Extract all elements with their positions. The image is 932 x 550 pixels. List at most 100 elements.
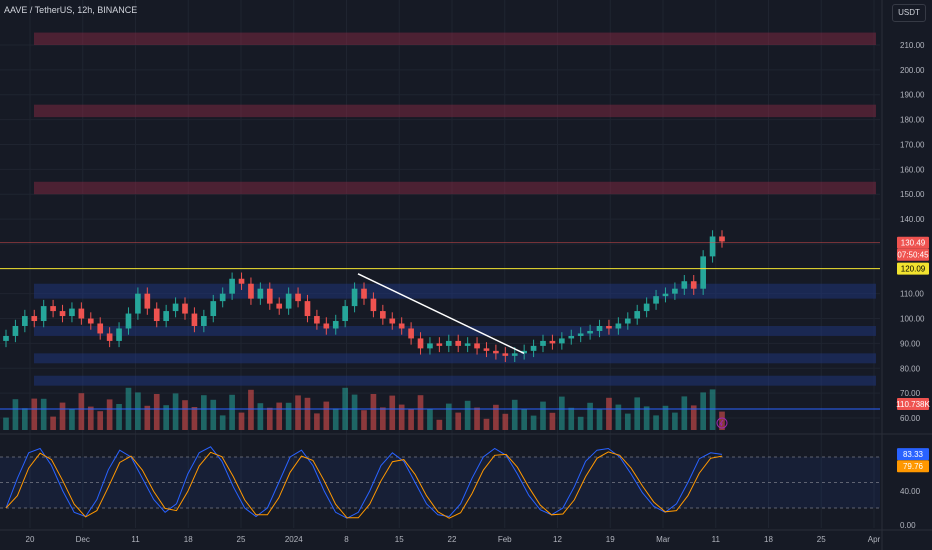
volume-bar (182, 400, 188, 430)
candle-body (408, 328, 414, 339)
volume-bar (436, 419, 443, 430)
candle-body (266, 288, 273, 304)
time-tick-label: Feb (498, 535, 512, 544)
candle-body (596, 325, 603, 331)
candle-body (577, 333, 584, 336)
candle-body (323, 323, 330, 329)
candle-body (709, 236, 716, 257)
volume-bar (3, 417, 9, 430)
volume-bar (483, 418, 490, 430)
candle-body (59, 311, 66, 317)
volume-bar (31, 398, 38, 430)
volume-bar (219, 415, 226, 430)
candle-body (436, 343, 443, 346)
candle-body (445, 340, 452, 346)
volume-bar (238, 412, 245, 430)
volume-bar (700, 392, 706, 430)
currency-button[interactable]: USDT (892, 4, 926, 22)
candle-body (662, 293, 669, 297)
support-zone (34, 375, 876, 386)
resistance-zone (34, 104, 876, 118)
candle-body (502, 353, 509, 356)
candle-body (568, 335, 575, 339)
volume-bar (276, 402, 283, 430)
volume-bar (540, 401, 546, 430)
candle-body (653, 296, 659, 304)
oscillator-tick-label: 40.00 (900, 487, 921, 496)
volume-bar (285, 402, 292, 430)
chart-overlays (0, 242, 880, 429)
candle-body (559, 338, 565, 344)
candle-body (257, 288, 264, 299)
candle-body (78, 308, 85, 319)
support-zone (34, 353, 876, 364)
oscillator-tick-label: 0.00 (900, 521, 916, 530)
candle-body (182, 303, 188, 314)
lightning-icon (716, 417, 728, 429)
candle-body (12, 325, 19, 336)
candle-body (380, 311, 386, 319)
symbol-legend[interactable]: AAVE / TetherUS, 12h, BINANCE (4, 5, 138, 15)
volume-bar (248, 389, 254, 430)
volume-tag: 110.738K (896, 400, 930, 409)
candle-body (144, 293, 151, 309)
candle-body (40, 306, 47, 322)
countdown-tag: 07:50:45 (897, 251, 929, 260)
volume-bar (257, 403, 264, 430)
candle-body (116, 328, 122, 341)
volume-bar (361, 410, 367, 430)
candle-body (201, 316, 207, 326)
candle-body (295, 293, 301, 302)
candle-body (69, 308, 75, 317)
stoch-k-tag: 83.33 (903, 450, 924, 459)
volume-bar (662, 405, 669, 430)
volume-bar (709, 389, 716, 430)
volume-bar (577, 416, 584, 430)
candle-body (672, 288, 678, 294)
volume-bar (22, 408, 28, 430)
volume-bar (380, 407, 386, 430)
price-tick-label: 210.00 (900, 41, 925, 50)
volume-bar (116, 404, 122, 430)
volume-bar (210, 399, 217, 430)
candle-body (455, 340, 462, 346)
candle-body (210, 301, 217, 317)
volume-bar (445, 403, 452, 430)
candle-body (125, 313, 132, 329)
candle-body (521, 350, 527, 354)
time-axis[interactable]: 20 Dec 11 18 25 2024 8 15 22 Feb 12 19 Mar 11 18 25 Apr (0, 529, 932, 544)
candle-body (351, 288, 358, 307)
volume-bar (87, 406, 94, 430)
volume-bars (3, 387, 725, 430)
volume-bar (351, 394, 358, 430)
volume-bar (624, 413, 631, 430)
candle-body (332, 321, 339, 329)
last-price-tag-bg (897, 236, 929, 249)
candlesticks (3, 230, 725, 363)
last-price-tag: 130.49 (901, 239, 926, 248)
volume-bar (153, 394, 160, 430)
volume-bar (690, 405, 697, 430)
time-tick-label: 25 (237, 535, 246, 544)
volume-bar (681, 396, 688, 430)
candle-body (690, 281, 697, 289)
candle-body (417, 338, 424, 349)
volume-bar (427, 408, 433, 430)
candle-body (248, 283, 254, 299)
price-tick-label: 190.00 (900, 91, 925, 100)
candle-body (398, 323, 405, 329)
volume-bar (40, 398, 47, 430)
support-zone (34, 325, 876, 336)
candle-body (229, 278, 235, 294)
time-tick-label: 11 (712, 535, 721, 544)
volume-bar (474, 407, 480, 430)
time-tick-label: Mar (656, 535, 670, 544)
time-tick-label: 18 (764, 535, 773, 544)
time-tick-label: 2024 (285, 535, 303, 544)
volume-bar (530, 415, 537, 430)
candle-body (3, 335, 9, 341)
candle-body (474, 343, 480, 349)
candle-body (511, 353, 518, 356)
volume-bar (295, 395, 301, 430)
